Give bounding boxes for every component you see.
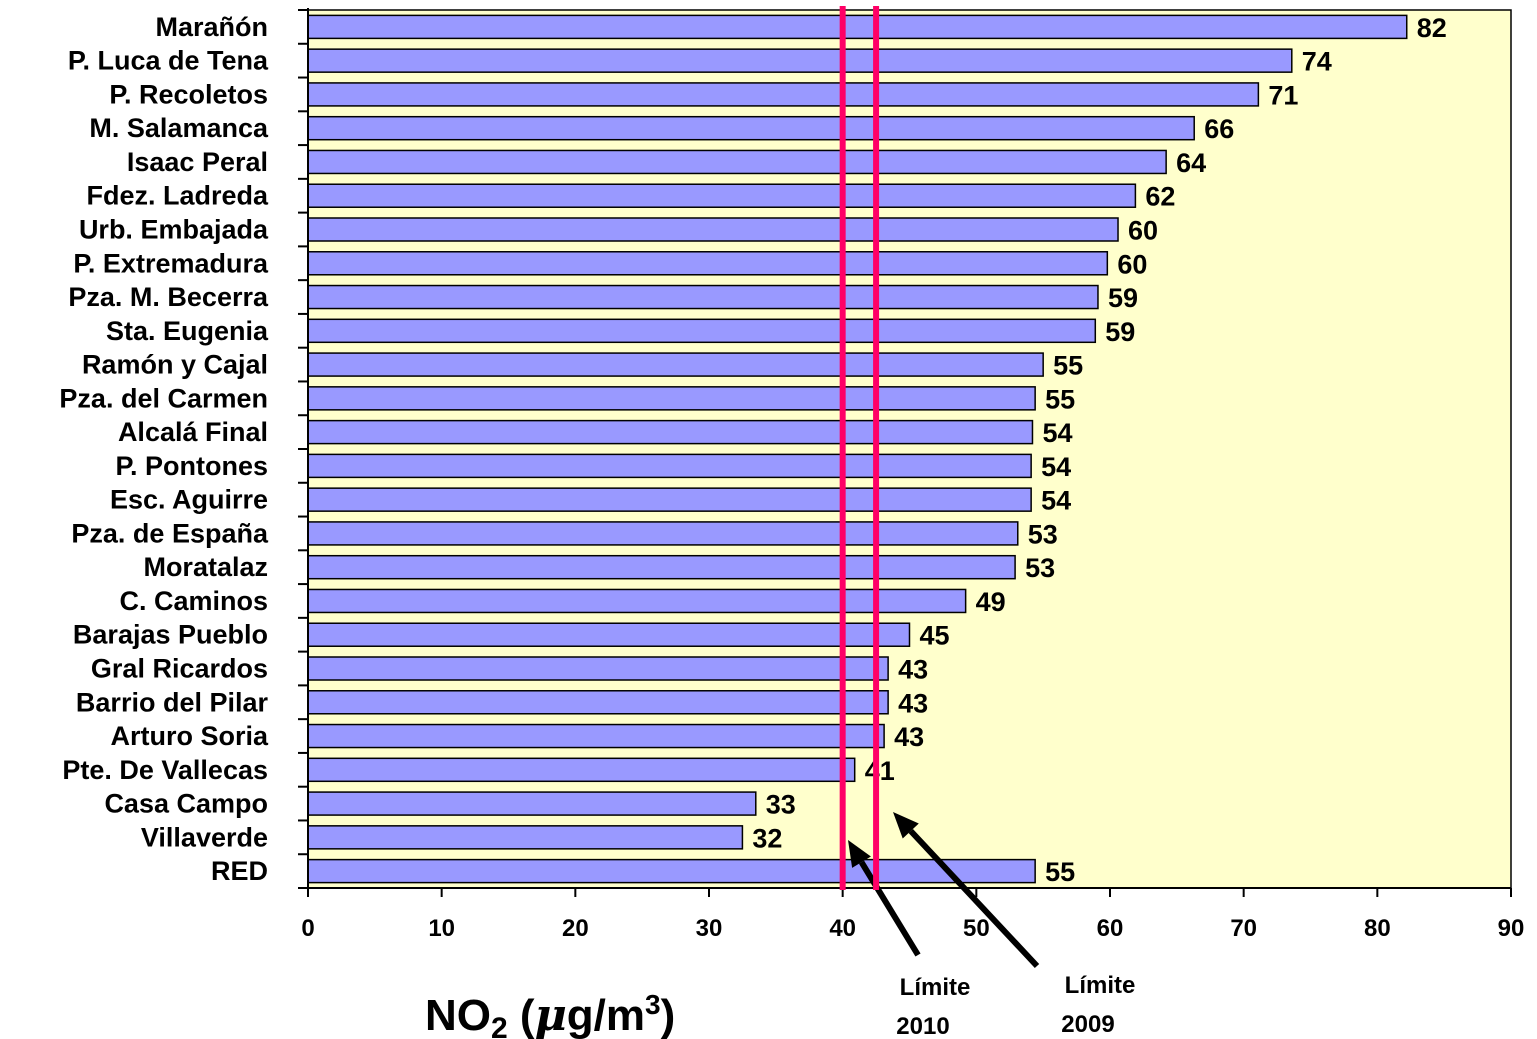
value-label: 64 [1176,148,1206,178]
plot-area [307,9,1512,889]
limit-label-line2: 2009 [1061,1011,1114,1038]
value-label: 66 [1204,114,1234,144]
value-label: 32 [752,823,782,853]
bar [307,791,757,816]
category-label: Ramón y Cajal [82,350,268,380]
category-label: Casa Campo [104,789,268,819]
category-label: Gral Ricardos [91,654,268,684]
category-label: Barrio del Pilar [76,687,269,717]
value-label: 49 [976,587,1006,617]
value-label: 55 [1045,857,1075,887]
bar [307,453,1032,479]
bar [307,723,885,749]
value-label: 54 [1041,452,1071,482]
bar [307,82,1260,107]
bar [307,217,1119,242]
category-label: Pza. del Carmen [59,383,268,413]
bar [307,14,1408,40]
value-label: 54 [1041,486,1071,516]
bar [307,48,1293,73]
category-label: M. Salamanca [89,113,269,143]
category-label: Isaac Peral [127,147,268,177]
category-label: Pte. De Vallecas [62,755,268,785]
x-tick-label: 60 [1097,915,1124,942]
value-label: 33 [766,790,796,820]
limit-label-line1: Límite [900,974,971,1001]
value-label: 82 [1417,13,1447,43]
bar [307,251,1109,276]
bar [307,656,889,681]
x-tick-label: 30 [696,915,723,942]
category-label: Fdez. Ladreda [86,181,269,211]
value-label: 41 [865,756,895,786]
bar [307,386,1036,411]
category-label: Barajas Pueblo [73,620,268,650]
x-tick-label: 0 [301,915,314,942]
bar [307,690,889,715]
arrow-head [848,840,871,868]
value-label: 59 [1108,283,1138,313]
bar [307,554,1016,580]
x-tick-label: 40 [829,915,856,942]
bar [307,858,1036,884]
bar [307,757,856,783]
bar [307,588,967,614]
x-tick-label: 90 [1498,915,1525,942]
category-label: P. Recoletos [109,79,268,109]
value-label: 53 [1028,519,1058,549]
bar [307,487,1032,512]
category-label: P. Luca de Tena [68,46,269,76]
arrow-shaft [908,828,1040,969]
bar [307,318,1097,344]
value-label: 45 [920,621,950,651]
value-label: 54 [1042,418,1072,448]
limit-label-line2: 2010 [896,1013,949,1039]
value-label: 62 [1145,182,1175,212]
category-label: Urb. Embajada [79,215,269,245]
category-label: P. Pontones [115,451,268,481]
category-label: Sta. Eugenia [106,316,269,346]
bar [307,149,1167,175]
value-label: 53 [1025,553,1055,583]
value-label: 55 [1045,384,1075,414]
value-label: 59 [1105,317,1135,347]
category-label: RED [211,856,268,886]
bar [307,284,1099,310]
category-label: Marañón [155,12,268,42]
bar [307,115,1195,141]
category-label: Esc. Aguirre [110,485,268,515]
bar [307,825,744,850]
category-label: Pza. M. Becerra [68,282,269,312]
x-tick-label: 50 [963,915,990,942]
x-tick-label: 10 [428,915,455,942]
category-label: Villaverde [141,822,268,852]
category-label: Alcalá Final [118,417,268,447]
category-label: Arturo Soria [110,721,269,751]
arrow-shaft [858,860,921,957]
value-label: 43 [898,688,928,718]
value-label: 71 [1268,80,1298,110]
value-label: 43 [894,722,924,752]
category-label: Pza. de España [71,518,269,548]
bar [307,352,1044,377]
bar [307,183,1137,208]
bar [307,521,1019,546]
limit-label-line1: Límite [1065,972,1136,999]
x-tick-label: 20 [562,915,589,942]
value-label: 60 [1117,249,1147,279]
bar [307,622,911,647]
x-axis-label: NO2 (μg/m3) [425,989,675,1039]
value-label: 55 [1053,351,1083,381]
value-label: 60 [1128,216,1158,246]
value-label: 43 [898,655,928,685]
bar [307,419,1034,445]
x-tick-label: 70 [1230,915,1257,942]
value-label: 74 [1302,47,1332,77]
category-label: C. Caminos [119,586,268,616]
arrow-head [893,812,919,839]
x-tick-label: 80 [1364,915,1391,942]
category-label: Moratalaz [143,552,268,582]
category-label: P. Extremadura [73,248,269,278]
